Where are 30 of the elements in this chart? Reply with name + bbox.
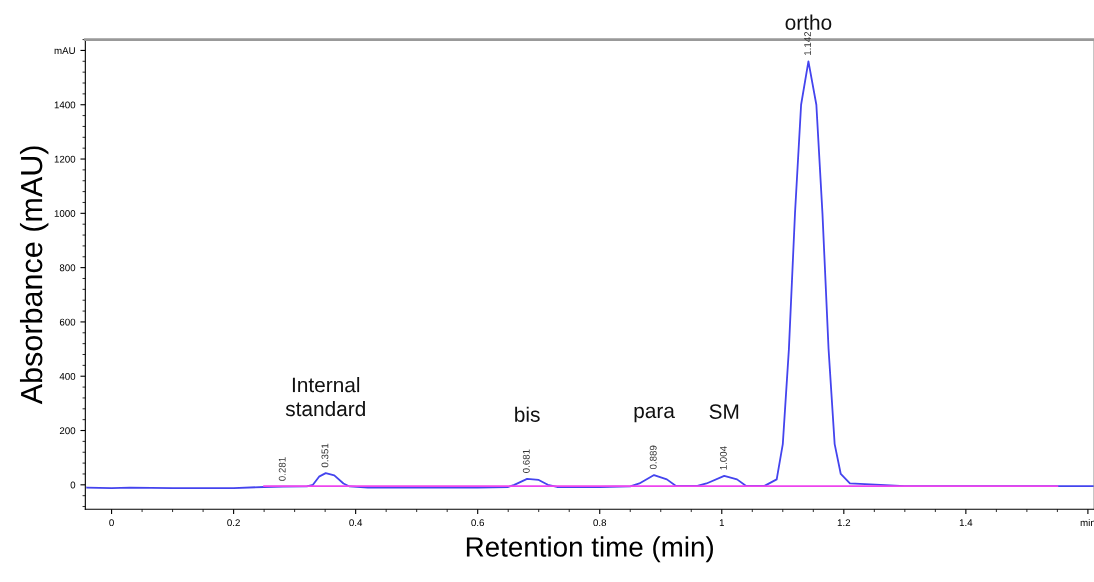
annotation: 0.281 <box>278 457 286 481</box>
annotation: 0.681 <box>522 449 530 473</box>
y-tick-label: 400 <box>59 372 76 380</box>
y-tick-label: 1200 <box>54 155 76 163</box>
x-tick-label: 1.2 <box>837 519 851 527</box>
y-tick-label: 0 <box>70 481 76 489</box>
y-tick-label: 1400 <box>54 101 76 109</box>
x-tick-label: 1 <box>719 519 724 527</box>
annotation: para <box>634 406 675 423</box>
x-tick-label: 1.4 <box>959 519 973 527</box>
annotation: 0.889 <box>649 445 657 470</box>
y-tick-label: 800 <box>59 264 76 272</box>
y-axis-title: Absorbance (mAU) <box>19 146 49 405</box>
y-tick-label: 1000 <box>54 210 76 217</box>
x-tick-label: 0.6 <box>471 519 485 527</box>
y-tick-label: 600 <box>59 318 76 326</box>
y-tick-label: mAU <box>54 47 75 55</box>
x-tick-label: 0.8 <box>593 519 607 527</box>
annotation: 0.351 <box>321 443 329 468</box>
x-tick-label: 0.2 <box>227 519 240 527</box>
annotation: ortho <box>785 14 832 30</box>
annotation: bis <box>515 406 540 422</box>
y-tick-label: 200 <box>59 427 76 435</box>
x-tick-label: 0 <box>109 519 114 527</box>
annotation: Internal standard <box>285 376 365 417</box>
annotation: 1.004 <box>719 446 727 470</box>
annotation: 1.142 <box>804 31 811 55</box>
x-tick-label: 0.4 <box>349 519 363 527</box>
annotation: SM <box>709 404 739 419</box>
x-axis-title: Retention time (min) <box>466 536 713 563</box>
